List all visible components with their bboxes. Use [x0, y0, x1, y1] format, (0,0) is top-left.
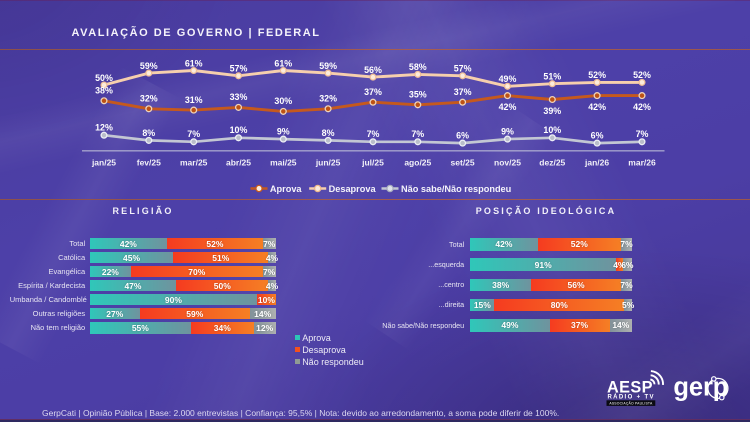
svg-text:AESP: AESP [607, 379, 653, 397]
svg-text:38%: 38% [95, 86, 113, 96]
svg-text:52%: 52% [588, 70, 606, 80]
svg-text:57%: 57% [230, 64, 248, 74]
svg-text:42%: 42% [633, 102, 651, 112]
svg-text:37%: 37% [364, 87, 382, 97]
svg-text:9%: 9% [277, 127, 290, 137]
svg-text:51%: 51% [543, 72, 561, 82]
svg-text:59%: 59% [140, 61, 158, 71]
svg-text:31%: 31% [185, 95, 203, 105]
svg-text:59%: 59% [319, 61, 337, 71]
svg-text:12%: 12% [95, 123, 113, 133]
svg-text:abr/25: abr/25 [226, 158, 251, 168]
svg-text:jul/25: jul/25 [361, 158, 384, 168]
svg-text:32%: 32% [140, 94, 158, 104]
svg-text:mar/25: mar/25 [180, 158, 208, 168]
svg-text:6%: 6% [456, 131, 469, 141]
svg-text:7%: 7% [187, 129, 200, 139]
svg-text:set/25: set/25 [451, 158, 475, 168]
svg-text:8%: 8% [142, 128, 155, 138]
svg-text:10%: 10% [543, 125, 561, 135]
svg-text:jun/25: jun/25 [315, 158, 341, 168]
svg-text:Desaprova: Desaprova [329, 184, 377, 194]
svg-text:52%: 52% [633, 70, 651, 80]
svg-text:RÁDIO + TV: RÁDIO + TV [608, 393, 655, 400]
svg-text:mai/25: mai/25 [270, 158, 297, 168]
svg-text:fev/25: fev/25 [137, 158, 161, 168]
svg-text:8%: 8% [322, 128, 335, 138]
svg-text:57%: 57% [454, 64, 472, 74]
svg-text:42%: 42% [499, 102, 517, 112]
svg-text:32%: 32% [319, 94, 337, 104]
svg-text:6%: 6% [591, 131, 604, 141]
svg-text:33%: 33% [230, 92, 248, 102]
svg-text:Não sabe/Não respondeu: Não sabe/Não respondeu [401, 184, 511, 194]
svg-text:7%: 7% [636, 129, 649, 139]
svg-text:35%: 35% [409, 90, 427, 100]
svg-text:Aprova: Aprova [270, 184, 303, 194]
svg-text:dez/25: dez/25 [539, 158, 565, 168]
svg-text:56%: 56% [364, 65, 382, 75]
svg-text:mar/26: mar/26 [628, 158, 656, 168]
svg-text:nov/25: nov/25 [494, 158, 521, 168]
svg-text:39%: 39% [543, 106, 561, 116]
svg-text:58%: 58% [409, 62, 427, 72]
svg-text:9%: 9% [501, 127, 514, 137]
svg-text:37%: 37% [454, 87, 472, 97]
svg-text:61%: 61% [185, 58, 203, 68]
svg-text:50%: 50% [95, 73, 113, 83]
svg-text:jan/25: jan/25 [91, 158, 116, 168]
svg-text:7%: 7% [367, 129, 380, 139]
svg-text:ASSOCIAÇÃO PAULISTA: ASSOCIAÇÃO PAULISTA [609, 401, 653, 406]
svg-text:7%: 7% [411, 129, 424, 139]
svg-text:ago/25: ago/25 [404, 158, 431, 168]
svg-text:42%: 42% [588, 102, 606, 112]
svg-text:30%: 30% [274, 96, 292, 106]
svg-text:49%: 49% [499, 74, 517, 84]
svg-text:jan/26: jan/26 [584, 158, 609, 168]
svg-text:61%: 61% [274, 58, 292, 68]
svg-text:10%: 10% [230, 125, 248, 135]
